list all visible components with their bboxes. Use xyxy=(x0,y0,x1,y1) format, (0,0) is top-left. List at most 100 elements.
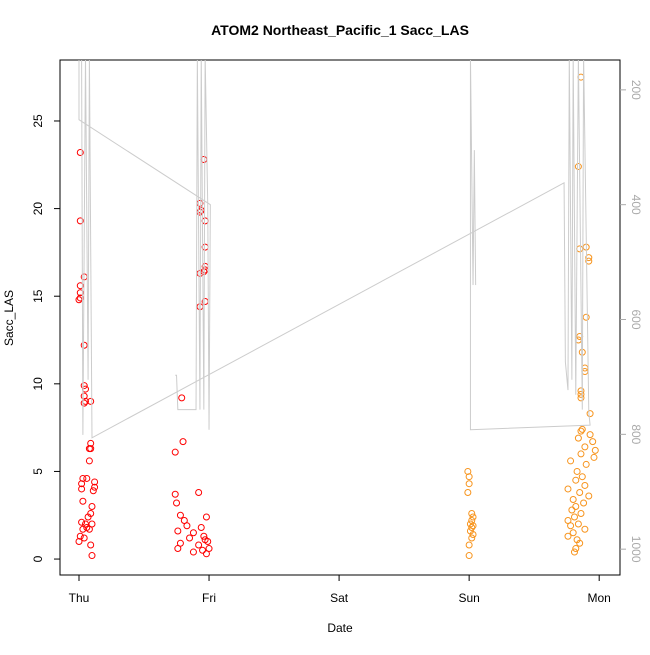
data-point xyxy=(80,534,88,542)
data-point xyxy=(578,473,586,481)
data-point xyxy=(179,438,187,446)
data-point xyxy=(581,443,589,451)
data-point xyxy=(469,531,477,539)
data-point xyxy=(83,474,91,482)
y2-tick-label: 400 xyxy=(629,195,643,215)
data-point xyxy=(582,313,590,321)
data-point xyxy=(87,445,95,453)
data-point xyxy=(202,513,210,521)
data-point xyxy=(569,495,577,503)
x-tick-label: Sun xyxy=(458,591,479,605)
data-point xyxy=(76,282,84,290)
data-point xyxy=(465,480,473,488)
data-point xyxy=(586,431,594,439)
data-point xyxy=(468,524,476,532)
data-point xyxy=(84,513,92,521)
data-point xyxy=(195,541,203,549)
data-point xyxy=(87,439,95,447)
data-point xyxy=(76,217,84,225)
data-point xyxy=(91,483,99,491)
data-point xyxy=(76,294,84,302)
data-point xyxy=(186,534,194,542)
y-tick-label: 25 xyxy=(31,114,45,128)
data-point xyxy=(171,490,179,498)
data-point xyxy=(577,509,585,517)
data-point xyxy=(76,149,84,157)
data-point xyxy=(572,545,580,553)
data-point xyxy=(189,529,197,537)
data-point xyxy=(171,448,179,456)
data-point xyxy=(173,499,181,507)
chart-title: ATOM2 Northeast_Pacific_1 Sacc_LAS xyxy=(211,22,469,38)
data-point xyxy=(468,517,476,525)
data-point xyxy=(80,392,88,400)
data-point xyxy=(87,397,95,405)
data-point xyxy=(465,552,473,560)
data-point xyxy=(574,520,582,528)
data-point xyxy=(572,476,580,484)
data-point xyxy=(80,341,88,349)
data-point xyxy=(183,522,191,530)
plot-box xyxy=(59,59,621,576)
data-point xyxy=(590,453,598,461)
data-point xyxy=(577,427,585,435)
data-point xyxy=(89,487,97,495)
pressure-line xyxy=(78,60,591,439)
data-point xyxy=(78,485,86,493)
data-point xyxy=(174,527,182,535)
data-point xyxy=(573,467,581,475)
y-tick-label: 20 xyxy=(31,202,45,216)
data-point xyxy=(176,511,184,519)
data-point xyxy=(589,438,597,446)
data-point xyxy=(195,488,203,496)
data-point xyxy=(79,474,87,482)
data-point xyxy=(568,506,576,514)
data-point xyxy=(189,548,197,556)
data-point xyxy=(88,552,96,560)
y-tick-label: 0 xyxy=(31,555,45,562)
data-point xyxy=(572,502,580,510)
y-axis-label: Sacc_LAS xyxy=(2,290,16,346)
data-point xyxy=(464,467,472,475)
y-tick-label: 5 xyxy=(31,468,45,475)
data-point xyxy=(582,460,590,468)
data-point xyxy=(581,481,589,489)
data-point xyxy=(178,394,186,402)
data-point xyxy=(586,410,594,418)
data-point xyxy=(585,492,593,500)
x-tick-label: Thu xyxy=(69,591,90,605)
data-point xyxy=(201,217,209,225)
data-point xyxy=(576,539,584,547)
data-point xyxy=(197,206,205,214)
data-point xyxy=(465,541,473,549)
x-tick-label: Fri xyxy=(202,591,216,605)
data-point xyxy=(570,548,578,556)
data-point xyxy=(567,522,575,530)
data-point xyxy=(85,457,93,465)
y2-tick-label: 800 xyxy=(629,424,643,444)
data-point xyxy=(174,545,182,553)
data-point xyxy=(76,532,84,540)
data-point xyxy=(88,502,96,510)
data-point xyxy=(465,473,473,481)
data-point xyxy=(576,245,584,253)
x-axis-label: Date xyxy=(327,621,353,635)
data-point xyxy=(574,163,582,171)
data-point xyxy=(201,536,209,544)
data-point xyxy=(577,450,585,458)
data-point xyxy=(80,399,88,407)
data-point xyxy=(199,546,207,554)
data-point xyxy=(464,488,472,496)
data-point xyxy=(87,541,95,549)
data-point xyxy=(564,485,572,493)
y2-tick-label: 200 xyxy=(629,80,643,100)
data-point xyxy=(197,524,205,532)
y-tick-label: 10 xyxy=(31,377,45,391)
data-point xyxy=(591,446,599,454)
data-point xyxy=(570,513,578,521)
data-point xyxy=(576,488,584,496)
data-point xyxy=(468,534,476,542)
data-point xyxy=(585,254,593,262)
